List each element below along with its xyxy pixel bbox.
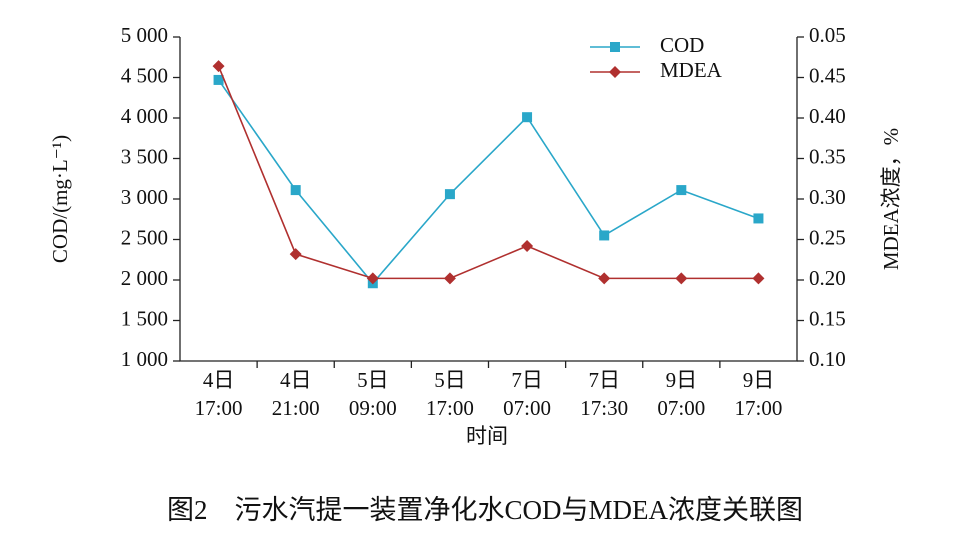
y2-tick-label: 0.40 — [809, 104, 846, 128]
y-tick-label: 4 000 — [121, 104, 168, 128]
legend-marker — [609, 66, 621, 78]
legend-label: MDEA — [660, 58, 723, 82]
x-tick-label: 17:00 — [426, 396, 474, 420]
y-tick-label: 2 000 — [121, 266, 168, 290]
x-tick-label: 4日 — [280, 368, 312, 392]
y2-axis-label: MDEA浓度，% — [879, 128, 903, 270]
point — [289, 248, 302, 261]
point — [752, 272, 765, 285]
x-tick-label: 17:30 — [580, 396, 628, 420]
y2-tick-label: 0.20 — [809, 266, 846, 290]
caption: 图2 污水汽提一装置净化水COD与MDEA浓度关联图 — [167, 495, 803, 525]
point — [443, 272, 456, 285]
legend-marker — [610, 42, 620, 52]
y2-tick-label: 0.05 — [809, 23, 846, 47]
y-tick-label: 4 500 — [121, 63, 168, 87]
point — [521, 239, 534, 252]
y-tick-label: 2 500 — [121, 225, 168, 249]
point — [522, 112, 533, 123]
x-tick-label: 7日 — [511, 368, 543, 392]
point — [290, 185, 301, 196]
point — [676, 185, 687, 196]
point — [444, 189, 455, 200]
y-axis-label: COD/(mg·L⁻¹) — [48, 135, 72, 263]
point — [753, 213, 764, 224]
y2-tick-label: 0.45 — [809, 63, 846, 87]
point — [213, 74, 224, 85]
x-tick-label: 5日 — [357, 368, 389, 392]
y-tick-label: 1 500 — [121, 306, 168, 330]
point — [598, 272, 611, 285]
y-tick-label: 3 000 — [121, 185, 168, 209]
point — [366, 272, 379, 285]
point — [599, 230, 610, 241]
y2-tick-label: 0.10 — [809, 347, 846, 371]
point — [675, 272, 688, 285]
line — [217, 65, 759, 280]
x-tick-label: 09:00 — [349, 396, 397, 420]
x-axis-label: 时间 — [466, 424, 508, 448]
x-tick-label: 7日 — [588, 368, 620, 392]
x-tick-label: 9日 — [666, 368, 698, 392]
y2-tick-label: 0.15 — [809, 306, 846, 330]
y2-tick-label: 0.25 — [809, 225, 846, 249]
x-tick-label: 17:00 — [195, 396, 243, 420]
y2-tick-label: 0.30 — [809, 185, 846, 209]
x-tick-label: 4日 — [203, 368, 235, 392]
line — [217, 79, 759, 285]
x-tick-label: 07:00 — [657, 396, 705, 420]
x-tick-label: 9日 — [743, 368, 775, 392]
y-tick-label: 1 000 — [121, 347, 168, 371]
x-tick-label: 17:00 — [735, 396, 783, 420]
x-tick-label: 5日 — [434, 368, 466, 392]
point — [212, 60, 225, 73]
legend-label: COD — [660, 33, 704, 57]
y2-tick-label: 0.35 — [809, 144, 846, 168]
y-tick-label: 3 500 — [121, 144, 168, 168]
x-tick-label: 21:00 — [272, 396, 320, 420]
x-tick-label: 07:00 — [503, 396, 551, 420]
y-tick-label: 5 000 — [121, 23, 168, 47]
